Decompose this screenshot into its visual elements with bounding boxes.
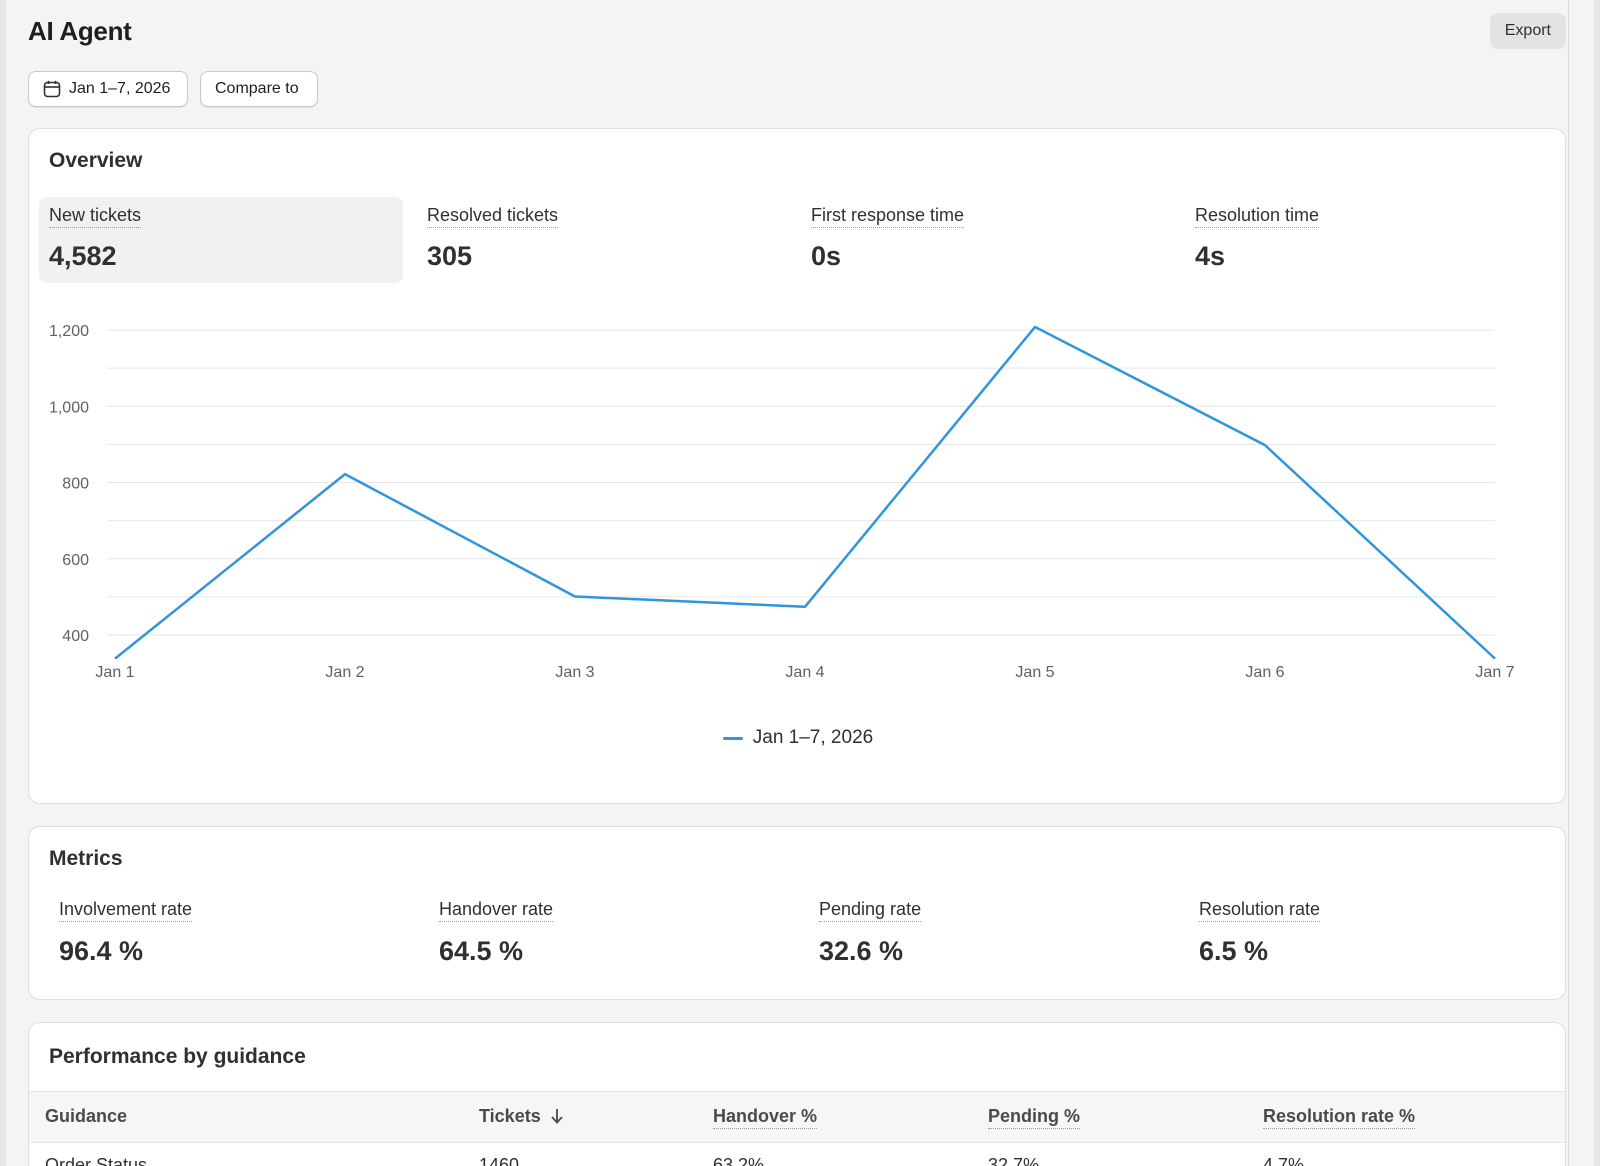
y-tick-label: 400: [62, 628, 89, 645]
x-tick-label: Jan 1: [95, 664, 134, 681]
performance-title: Performance by guidance: [49, 1045, 306, 1068]
kpi-first-response-time[interactable]: First response time 0s: [801, 197, 1165, 283]
metric-pending-rate: Pending rate 32.6 %: [819, 899, 1179, 967]
column-header-handover[interactable]: Handover %: [713, 1106, 818, 1129]
table-header: Guidance Tickets Handover % Pending % Re…: [29, 1091, 1565, 1143]
column-header-resolution-rate[interactable]: Resolution rate %: [1263, 1106, 1416, 1129]
overview-title: Overview: [49, 149, 143, 172]
kpi-resolved-tickets[interactable]: Resolved tickets 305: [417, 197, 781, 283]
metric-resolution-rate: Resolution rate 6.5 %: [1199, 899, 1559, 967]
y-tick-label: 1,000: [49, 399, 89, 416]
compare-to-button[interactable]: Compare to: [200, 71, 318, 107]
metric-handover-rate: Handover rate 64.5 %: [439, 899, 799, 967]
scrollbar-track[interactable]: [1594, 0, 1600, 1166]
cell-tickets: 1460: [479, 1155, 520, 1166]
compare-to-label: Compare to: [215, 80, 299, 97]
metric-label: Involvement rate: [59, 899, 193, 922]
kpi-resolution-time[interactable]: Resolution time 4s: [1185, 197, 1549, 283]
x-tick-label: Jan 5: [1015, 664, 1054, 681]
sort-descending-icon: [551, 1109, 563, 1124]
kpi-label: Resolved tickets: [427, 205, 559, 228]
cell-guidance: Order Status: [45, 1155, 148, 1166]
metrics-card: Metrics Involvement rate 96.4 % Handover…: [28, 826, 1566, 1000]
x-tick-label: Jan 2: [325, 664, 364, 681]
x-tick-label: Jan 6: [1245, 664, 1284, 681]
date-range-label: Jan 1–7, 2026: [69, 80, 171, 97]
y-tick-label: 600: [62, 552, 89, 569]
legend-label: Jan 1–7, 2026: [752, 727, 874, 748]
kpi-new-tickets[interactable]: New tickets 4,582: [39, 197, 403, 283]
new-tickets-line-chart: 1,200 1,000 800 600 400 Jan 1 Jan 2 Jan 3 Jan 4 J…: [49, 323, 1515, 681]
column-header-pending[interactable]: Pending %: [988, 1106, 1081, 1129]
metrics-title: Metrics: [49, 847, 123, 870]
page-title: AI Agent: [28, 16, 132, 46]
metric-value: 64.5 %: [439, 936, 524, 966]
column-header-guidance[interactable]: Guidance: [45, 1106, 128, 1126]
calendar-icon: [43, 80, 61, 98]
cell-handover: 63.2%: [713, 1155, 765, 1166]
y-tick-label: 1,200: [49, 323, 89, 340]
x-tick-label: Jan 7: [1475, 664, 1514, 681]
filter-bar: Jan 1–7, 2026 Compare to: [28, 64, 1566, 128]
series-line[interactable]: [114, 325, 1496, 660]
metric-value: 96.4 %: [59, 936, 144, 966]
performance-card: Performance by guidance Guidance Tickets…: [28, 1022, 1566, 1166]
kpi-value: 305: [427, 241, 473, 271]
right-gutter: [1568, 0, 1600, 1166]
left-edge: [0, 0, 6, 1166]
table-row[interactable]: Order Status 1460 63.2% 32.7% 4.7%: [29, 1143, 1565, 1166]
x-tick-label: Jan 4: [785, 664, 824, 681]
kpi-value: 4s: [1195, 241, 1226, 271]
overview-card: Overview New tickets 4,582 Resolved tick…: [28, 128, 1566, 804]
kpi-label: Resolution time: [1195, 205, 1320, 228]
cell-resolution-rate: 4.7%: [1263, 1155, 1305, 1166]
cell-pending: 32.7%: [988, 1155, 1040, 1166]
page-header: AI Agent Export: [28, 0, 1566, 64]
kpi-value: 0s: [811, 241, 842, 271]
column-header-label: Tickets: [479, 1106, 541, 1126]
metric-value: 6.5 %: [1199, 936, 1269, 966]
kpi-value: 4,582: [49, 241, 117, 271]
y-tick-label: 800: [62, 476, 89, 493]
metric-involvement-rate: Involvement rate 96.4 %: [59, 899, 419, 967]
metric-label: Resolution rate: [1199, 899, 1321, 922]
x-tick-label: Jan 3: [555, 664, 594, 681]
metric-value: 32.6 %: [819, 936, 904, 966]
chart-legend: Jan 1–7, 2026: [29, 727, 1567, 749]
export-button[interactable]: Export: [1489, 13, 1566, 49]
metric-label: Handover rate: [439, 899, 554, 922]
kpi-label: First response time: [811, 205, 965, 228]
metric-label: Pending rate: [819, 899, 922, 922]
date-range-button[interactable]: Jan 1–7, 2026: [28, 71, 188, 107]
page: AI Agent Export Jan 1–7, 2026 Compare to…: [28, 0, 1566, 1166]
legend-swatch: [722, 736, 743, 740]
column-header-tickets[interactable]: Tickets: [479, 1106, 565, 1127]
kpi-label: New tickets: [49, 205, 142, 228]
